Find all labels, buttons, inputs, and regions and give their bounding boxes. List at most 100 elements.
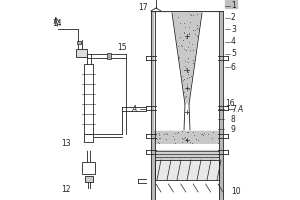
Point [157,136,162,139]
Text: 12: 12 [61,184,70,194]
Point [204,63,209,66]
Point [202,101,207,104]
Point [200,114,204,117]
Point [164,114,169,117]
Point [205,127,210,131]
Point [208,11,213,15]
Point [157,131,162,135]
Point [180,79,184,83]
Point [190,48,195,51]
Point [212,70,217,73]
Point [182,68,187,72]
Text: 1: 1 [231,1,236,10]
Point [213,86,218,89]
Point [211,126,216,129]
Point [173,141,178,145]
Point [163,15,167,18]
Point [205,120,210,123]
Point [184,94,188,97]
Point [155,140,160,143]
Point [205,65,209,68]
Point [157,75,162,79]
Bar [84,134,93,142]
Point [202,66,206,69]
Point [208,33,212,36]
Point [190,114,195,117]
Point [198,39,203,42]
Point [177,60,182,63]
Point [176,76,181,79]
Bar [76,49,87,57]
Point [191,86,196,90]
Point [157,136,162,139]
Point [182,21,186,24]
Point [212,85,217,88]
Point [154,31,159,34]
Point [189,42,194,45]
Point [155,64,160,67]
Point [180,38,185,41]
Point [164,137,169,140]
Point [212,84,217,88]
Point [163,131,168,134]
Point [163,65,167,69]
Point [212,61,217,64]
Point [208,103,212,106]
Point [188,74,193,77]
Point [215,75,220,79]
Point [176,44,181,48]
Point [156,121,161,124]
Point [201,132,206,135]
Point [183,123,188,126]
Point [179,99,184,102]
Point [156,22,161,25]
Point [199,30,204,33]
Point [168,127,173,130]
Point [155,138,160,141]
Polygon shape [84,142,93,150]
Point [185,131,190,134]
Point [164,73,169,76]
Point [185,56,190,59]
Point [183,66,188,69]
Point [213,75,218,78]
Point [195,138,200,142]
Point [158,43,163,46]
Point [212,28,217,31]
Point [186,41,191,44]
Point [198,86,203,89]
Point [204,88,208,91]
Point [190,13,195,17]
Point [208,44,213,47]
Point [196,117,201,120]
Bar [107,53,111,59]
Point [214,21,218,24]
Point [183,138,188,142]
Point [184,77,189,80]
Point [160,109,165,112]
Point [208,87,213,90]
Text: 5: 5 [231,49,236,58]
Point [156,119,161,122]
Point [209,137,214,140]
Point [157,86,161,89]
Point [166,96,171,99]
Point [187,88,192,91]
Point [193,29,197,32]
Point [169,94,174,97]
Point [206,70,211,74]
Point [162,13,167,17]
Point [193,33,198,36]
Point [211,130,216,133]
Point [202,15,207,18]
Point [167,110,171,113]
Point [174,90,179,93]
Point [164,45,168,48]
Point [162,63,167,66]
Point [178,35,182,38]
Point [208,125,212,128]
Polygon shape [184,104,190,130]
Point [180,44,185,47]
Point [179,99,184,102]
Point [158,62,163,65]
